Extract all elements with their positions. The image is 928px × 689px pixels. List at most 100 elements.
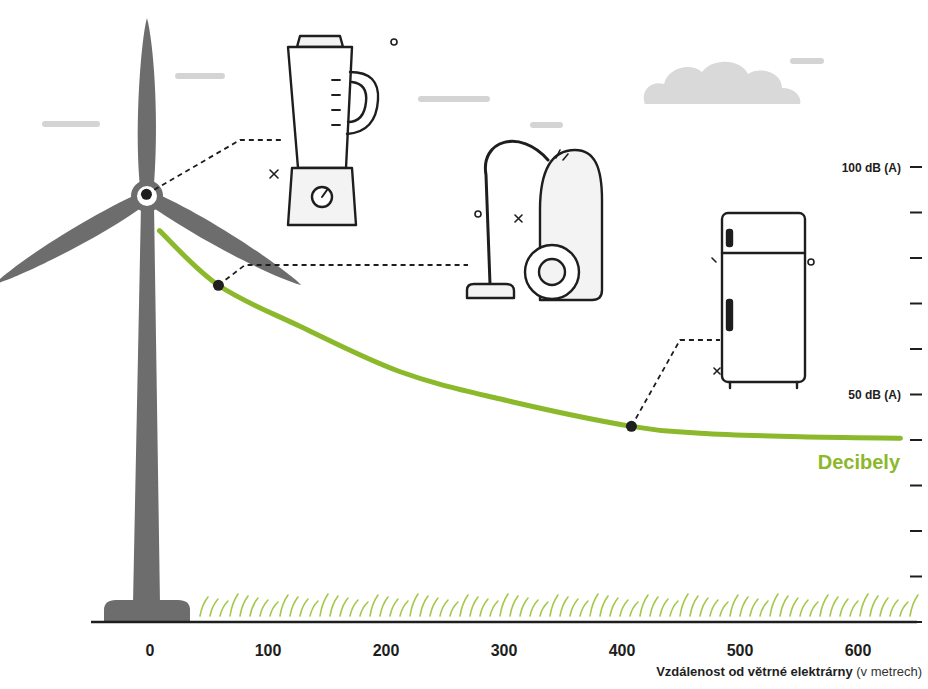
y-tick (910, 439, 922, 441)
vacuum-icon (467, 141, 602, 300)
icons (270, 36, 814, 388)
grass-blade (500, 594, 508, 616)
blender-jar (288, 47, 352, 168)
wind-dash (790, 58, 824, 64)
annotation-dots (141, 189, 637, 432)
sparkle (270, 39, 397, 178)
grass-blade (780, 596, 788, 616)
x-tick-label: 500 (727, 642, 754, 659)
grass-blade (600, 596, 608, 616)
x-tick-label: 100 (255, 642, 282, 659)
grass-blade (210, 599, 218, 616)
wind-dash (175, 73, 225, 79)
annotation-dot (213, 280, 224, 291)
grass-blade (820, 595, 828, 616)
sparkle (712, 258, 814, 374)
y-tick (910, 257, 922, 259)
decoration (42, 58, 824, 128)
grass-blade (540, 602, 548, 616)
grass-blade (490, 601, 498, 616)
grass-blade (760, 601, 768, 616)
grass-blade (910, 595, 918, 616)
grass-blade (510, 596, 518, 616)
blender-lid (297, 36, 343, 47)
fridge-icon (712, 213, 814, 388)
x-tick-label: 600 (845, 642, 872, 659)
grass-blade (370, 595, 378, 616)
fridge-body (722, 213, 805, 382)
grass-blade (850, 601, 858, 616)
y-tick (910, 530, 922, 532)
grass-blade (650, 597, 658, 616)
grass-blade (410, 594, 418, 616)
grass-blade (220, 601, 228, 616)
hub (131, 180, 163, 212)
grass-blade (570, 599, 578, 616)
blade (138, 18, 156, 196)
grass-blade (390, 599, 398, 616)
blender-base (288, 168, 356, 225)
grass-blade (400, 601, 408, 616)
grass-blade (890, 600, 898, 616)
grass-blade (700, 598, 708, 616)
grass-blade (690, 596, 698, 616)
grass-blade (320, 594, 328, 616)
grass-blade (880, 598, 888, 616)
grass-blade (280, 595, 288, 616)
grass-blade (310, 601, 318, 616)
grass-blade (840, 599, 848, 616)
grass-blade (240, 596, 248, 616)
grass-blade (420, 596, 428, 616)
x-tick-label: 300 (491, 642, 518, 659)
grass-blade (580, 601, 588, 616)
y-tick (910, 485, 922, 487)
blender-knob (312, 187, 332, 207)
grass-blade (640, 595, 648, 616)
sparkle (475, 150, 568, 222)
y-tick (910, 576, 922, 578)
series-label: Decibely (818, 451, 901, 473)
grass-blade (550, 595, 558, 616)
grass-blade (860, 594, 868, 616)
chart: 0100200300400500600Vzdálenost od větrné … (0, 0, 928, 689)
blender-scale (332, 109, 340, 111)
blender-handle-inner (348, 82, 366, 122)
grass-blade (460, 595, 468, 616)
grass-blade (770, 594, 778, 616)
blender-scale (332, 124, 340, 126)
grass-blade (710, 600, 718, 616)
grass-blade (350, 600, 358, 616)
grass-blade (750, 599, 758, 616)
wind-dash (42, 121, 100, 127)
grass-blade (740, 597, 748, 616)
grass-blade (380, 597, 388, 616)
grass-blade (260, 600, 268, 616)
grass-blade (360, 602, 368, 616)
fridge-handle (727, 230, 732, 246)
grass-blade (440, 600, 448, 616)
y-tick-label: 50 dB (A) (848, 388, 901, 402)
grass-blade (620, 600, 628, 616)
grass-blade (290, 597, 298, 616)
y-tick (910, 166, 922, 168)
blade (0, 188, 152, 292)
annotations (146, 140, 720, 426)
grass-blade (270, 602, 278, 616)
grass-blade (530, 600, 538, 616)
grass-blade (300, 599, 308, 616)
blender-icon (270, 36, 397, 225)
x-axis-title-main: Vzdálenost od větrné elektrárny (656, 664, 853, 679)
y-tick (910, 348, 922, 350)
grass-blade (450, 602, 458, 616)
y-tick (910, 303, 922, 305)
grass-blade (520, 598, 528, 616)
grass-blade (470, 597, 478, 616)
blender-handle (347, 72, 378, 134)
series-line (159, 231, 900, 438)
tower-base (104, 600, 190, 622)
grass-blade (230, 594, 238, 616)
fridge-divider (722, 252, 805, 254)
y-tick (910, 394, 922, 396)
grass-blade (660, 599, 668, 616)
grass (200, 594, 918, 616)
